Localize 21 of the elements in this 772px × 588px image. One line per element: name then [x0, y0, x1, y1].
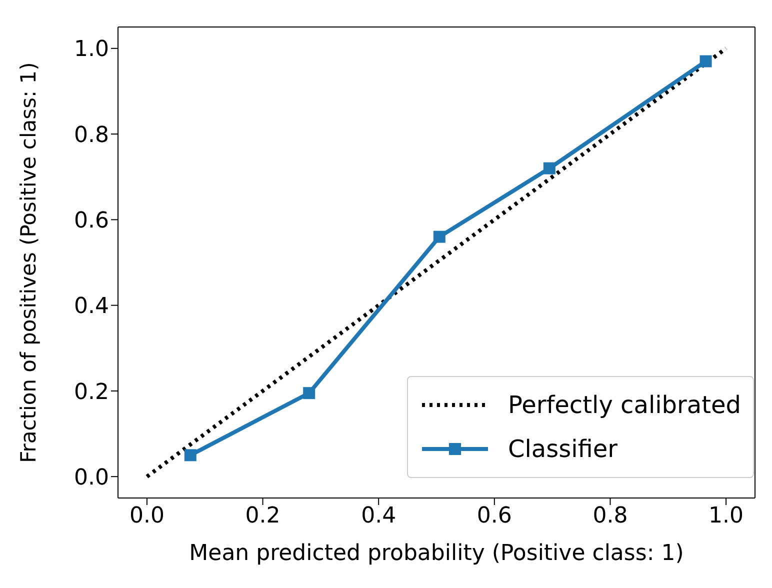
x-tick-label: 1.0	[708, 504, 744, 529]
x-tick-label: 0.0	[129, 504, 164, 529]
y-tick-label: 0.4	[74, 294, 109, 320]
y-tick-label: 0.8	[74, 122, 109, 148]
point	[433, 230, 446, 243]
legend-label: Classifier	[508, 435, 618, 463]
x-tick-label: 0.8	[592, 504, 628, 529]
point	[543, 162, 556, 174]
y-tick-label: 1.0	[74, 37, 109, 62]
point	[303, 387, 316, 400]
x-tick-label: 0.6	[476, 504, 512, 529]
y-tick-label: 0.2	[74, 380, 109, 405]
legend-label: Perfectly calibrated	[508, 391, 741, 419]
y-tick-label: 0.6	[74, 208, 109, 234]
x-axis-title: Mean predicted probability (Positive class: 1)	[189, 541, 684, 566]
x-tick-label: 0.4	[361, 504, 396, 529]
y-axis-title: Fraction of positives (Positive class: 1)	[16, 62, 40, 463]
y-tick-label: 0.0	[74, 465, 109, 490]
point	[700, 55, 712, 68]
point	[184, 449, 196, 462]
x-tick-label: 0.2	[245, 504, 280, 529]
